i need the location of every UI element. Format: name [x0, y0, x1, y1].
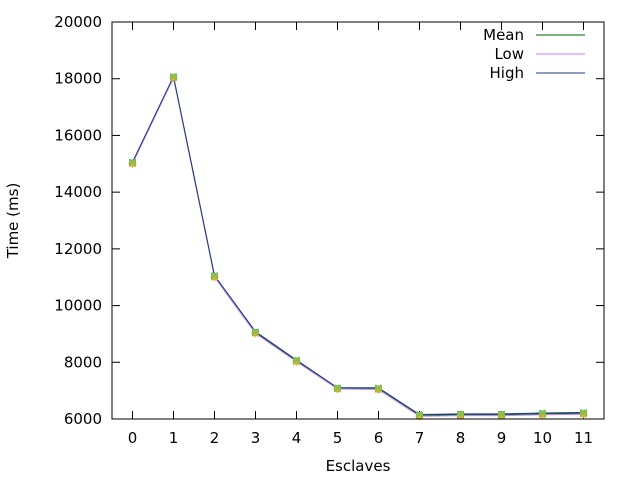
data-point: [333, 384, 342, 393]
x-tick-label: 2: [210, 429, 220, 447]
y-tick-label: 12000: [54, 240, 102, 258]
data-point: [456, 411, 465, 420]
data-point: [374, 384, 383, 392]
data-point: [497, 411, 506, 420]
data-point: [251, 328, 260, 336]
data-markers: [128, 72, 588, 421]
series-lines: [132, 74, 584, 417]
data-point: [579, 408, 588, 417]
series-line-low: [132, 76, 584, 417]
data-point: [374, 385, 383, 394]
legend-label-mean: Mean: [483, 26, 524, 44]
data-point: [415, 410, 424, 418]
y-tick-label: 8000: [64, 353, 102, 371]
data-point: [456, 410, 465, 418]
y-axis-label: Time (ms): [4, 183, 22, 260]
data-point: [292, 356, 301, 364]
data-point: [251, 329, 260, 338]
data-point: [497, 410, 506, 418]
y-tick-label: 16000: [54, 126, 102, 144]
data-point: [538, 410, 547, 419]
y-tick-label: 10000: [54, 297, 102, 315]
data-point: [292, 357, 301, 366]
x-axis-label: Esclaves: [326, 457, 391, 475]
axis-ticks: 6000 8000 10000 12000 14000 16000 18000 20000 0 1…: [54, 13, 604, 447]
data-point: [169, 72, 178, 80]
data-point: [579, 410, 588, 419]
x-tick-label: 10: [533, 429, 552, 447]
x-tick-label: 7: [415, 429, 425, 447]
x-tick-label: 6: [374, 429, 384, 447]
data-point: [538, 409, 547, 417]
y-tick-label: 20000: [54, 13, 102, 31]
data-point: [210, 271, 219, 280]
data-point: [333, 384, 342, 392]
y-tick-label: 6000: [64, 410, 102, 428]
x-tick-label: 4: [292, 429, 302, 447]
x-tick-label: 3: [251, 429, 261, 447]
data-point: [128, 159, 137, 168]
y-tick-label: 18000: [54, 70, 102, 88]
legend-label-high: High: [490, 64, 524, 82]
x-tick-label: 1: [169, 429, 179, 447]
data-point: [210, 273, 219, 282]
x-tick-label: 0: [128, 429, 138, 447]
series-line-mean: [132, 75, 584, 416]
x-tick-label: 5: [333, 429, 343, 447]
x-tick-label: 9: [497, 429, 507, 447]
data-point: [415, 412, 424, 421]
data-point: [169, 73, 178, 82]
data-point: [128, 158, 137, 166]
y-tick-label: 14000: [54, 183, 102, 201]
legend-label-low: Low: [494, 45, 524, 63]
series-line-high: [132, 74, 584, 416]
x-tick-label: 11: [574, 429, 593, 447]
x-tick-label: 8: [456, 429, 466, 447]
plot-frame: [111, 21, 605, 420]
